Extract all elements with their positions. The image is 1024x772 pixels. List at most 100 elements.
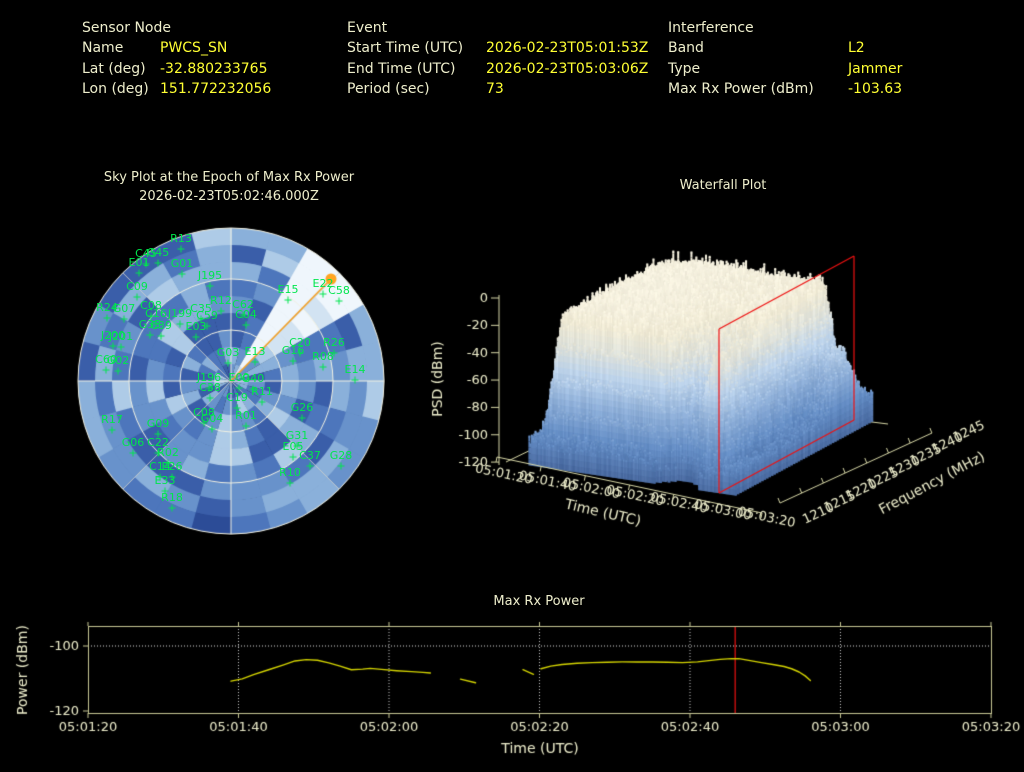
satellite-label: C20 xyxy=(289,335,311,349)
satellite-label: C35 xyxy=(190,301,212,315)
sensor-lat-row: Lat (deg) -32.880233765 xyxy=(82,59,271,79)
sensor-lon-row: Lon (deg) 151.772232056 xyxy=(82,79,271,99)
satellite-label: E13 xyxy=(244,344,266,358)
interference-type-row: Type Jammer xyxy=(668,59,902,79)
waterfall-canvas xyxy=(430,165,1024,540)
interference-type-value: Jammer xyxy=(848,60,903,77)
sensor-node-panel: Sensor Node Name PWCS_SN Lat (deg) -32.8… xyxy=(82,18,271,100)
satellite-label: C19 xyxy=(226,390,248,404)
satellite-label: E15 xyxy=(277,282,299,296)
sensor-name-label: Name xyxy=(82,40,124,57)
satellite-label: G40 xyxy=(241,371,265,385)
satellite-label: C09 xyxy=(126,279,148,293)
sky-plot-title-line2: 2026-02-23T05:02:46.000Z xyxy=(139,189,319,204)
satellite-label: G04 xyxy=(200,411,224,425)
satellite-label: R26 xyxy=(323,335,345,349)
satellite-label: E22 xyxy=(312,276,334,290)
event-period-label: Period (sec) xyxy=(347,81,430,98)
satellite-label: J199 xyxy=(167,306,193,320)
event-start-value: 2026-02-23T05:01:53Z xyxy=(486,40,649,57)
sensor-node-title: Sensor Node xyxy=(82,20,171,36)
satellite-label: C39 xyxy=(150,318,172,332)
satellite-label: C37 xyxy=(299,448,321,462)
sky-plot-title: Sky Plot at the Epoch of Max Rx Power 20… xyxy=(49,168,409,206)
satellite-label: G03 xyxy=(216,345,240,359)
satellite-label: C08 xyxy=(140,298,162,312)
satellite-label: J196 xyxy=(196,370,222,384)
event-title: Event xyxy=(347,20,388,36)
satellite-label: R13 xyxy=(170,231,192,245)
satellite-label: G31 xyxy=(285,428,309,442)
sky-plot: R13 C45 G45 E01 G01 J195 C09 R24 G07 C08 C16 J199 R1… xyxy=(75,225,385,535)
satellite-label: E33 xyxy=(154,473,176,487)
power-plot-canvas xyxy=(0,590,1024,768)
satellite-label: G33 xyxy=(138,317,162,331)
sensor-name-value: PWCS_SN xyxy=(160,40,228,57)
interference-panel: Interference Band L2 Type Jammer Max Rx … xyxy=(668,18,902,100)
satellite-label: C14 xyxy=(149,459,171,473)
event-period-row: Period (sec) 73 xyxy=(347,79,648,99)
satellite-label: E03 xyxy=(185,319,207,333)
waterfall-plot xyxy=(430,165,1024,540)
satellite-label: E26 xyxy=(161,459,183,473)
sensor-lat-label: Lat (deg) xyxy=(82,60,146,77)
sensor-name-row: Name PWCS_SN xyxy=(82,38,271,58)
satellite-label: G26 xyxy=(290,400,314,414)
satellite-label: C45 xyxy=(135,246,157,260)
satellite-label: C16 xyxy=(145,306,167,320)
interference-band-value: L2 xyxy=(848,40,865,57)
sensor-lon-label: Lon (deg) xyxy=(82,81,149,98)
satellite-label: G06 xyxy=(121,435,145,449)
satellite-label: E01 xyxy=(128,255,150,269)
satellite-label: R02 xyxy=(157,445,179,459)
event-end-label: End Time (UTC) xyxy=(347,60,456,77)
satellite-label: E14 xyxy=(344,362,366,376)
satellite-label: R18 xyxy=(161,490,183,504)
satellite-label: C22 xyxy=(147,435,169,449)
satellite-label: R08 xyxy=(312,349,334,363)
satellite-label: C60 xyxy=(95,352,117,366)
satellite-label: E05 xyxy=(282,439,304,453)
satellite-label: G02 xyxy=(106,353,130,367)
satellite-label: G09 xyxy=(146,416,170,430)
satellite-label: J195 xyxy=(197,268,223,282)
interference-band-label: Band xyxy=(668,40,704,57)
event-start-row: Start Time (UTC) 2026-02-23T05:01:53Z xyxy=(347,38,648,58)
interference-power-value: -103.63 xyxy=(848,81,903,98)
satellite-label: R11 xyxy=(251,384,273,398)
satellite-label: G16 xyxy=(281,343,305,357)
satellite-label: G01 xyxy=(170,256,194,270)
satellite-label: C62 xyxy=(232,297,254,311)
satellite-label: E00 xyxy=(228,370,250,384)
satellite-label: C08 xyxy=(193,405,215,419)
sky-plot-canvas xyxy=(75,225,385,535)
satellite-label: R24 xyxy=(96,300,118,314)
interference-title: Interference xyxy=(668,20,754,36)
satellite-label: J200 xyxy=(100,328,126,342)
satellite-label: C04 xyxy=(235,307,257,321)
sensor-lon-value: 151.772232056 xyxy=(160,81,272,98)
satellite-label: G07 xyxy=(112,301,136,315)
satellite-label: J201 xyxy=(108,329,134,343)
sky-plot-title-line1: Sky Plot at the Epoch of Max Rx Power xyxy=(103,170,355,185)
event-period-value: 73 xyxy=(486,81,504,98)
event-start-label: Start Time (UTC) xyxy=(347,40,464,57)
satellite-label: R10 xyxy=(279,465,301,479)
event-panel: Event Start Time (UTC) 2026-02-23T05:01:… xyxy=(347,18,648,100)
satellite-label: G28 xyxy=(329,448,353,462)
event-end-row: End Time (UTC) 2026-02-23T05:03:06Z xyxy=(347,59,648,79)
power-plot xyxy=(0,590,1024,768)
satellite-label: R12 xyxy=(210,293,232,307)
interference-power-label: Max Rx Power (dBm) xyxy=(668,81,814,98)
interference-power-row: Max Rx Power (dBm) -103.63 xyxy=(668,79,902,99)
event-end-value: 2026-02-23T05:03:06Z xyxy=(486,60,649,77)
satellite-label: R17 xyxy=(101,412,123,426)
interference-type-label: Type xyxy=(668,60,701,77)
sensor-lat-value: -32.880233765 xyxy=(160,60,268,77)
satellite-label: R01 xyxy=(235,408,257,422)
satellite-label: C38 xyxy=(199,380,221,394)
satellite-label: C59 xyxy=(196,308,218,322)
interference-band-row: Band L2 xyxy=(668,38,902,58)
satellite-label: G45 xyxy=(146,245,170,259)
